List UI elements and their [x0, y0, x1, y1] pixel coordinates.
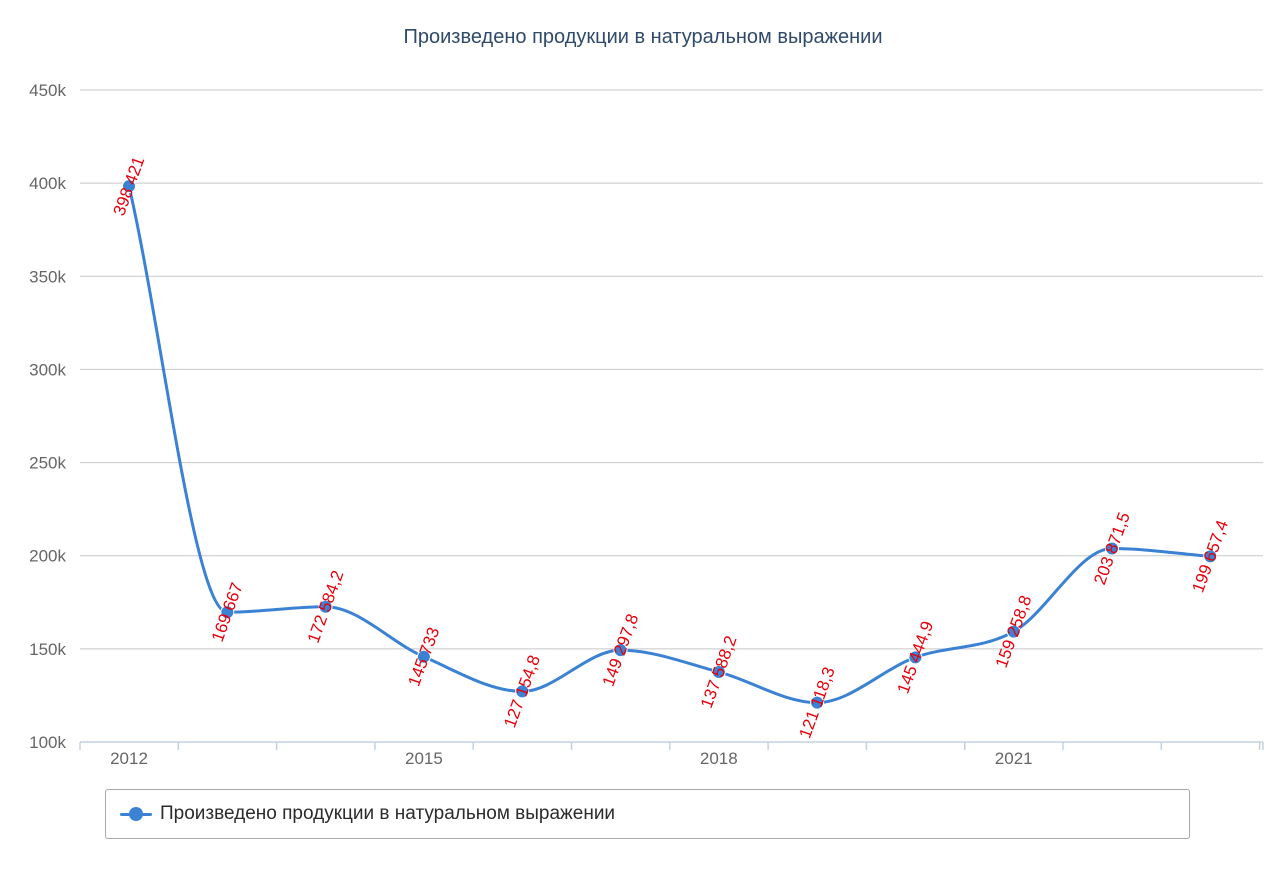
y-tick-label: 450k: [29, 81, 66, 100]
data-point[interactable]: [1006, 624, 1021, 639]
data-point[interactable]: [908, 650, 923, 665]
data-point[interactable]: [1203, 549, 1218, 564]
data-point[interactable]: [810, 695, 825, 710]
data-point[interactable]: [318, 599, 333, 614]
data-label: 398 421: [110, 154, 149, 218]
y-tick-label: 300k: [29, 360, 66, 379]
y-axis: 100k 150k 200k 250k 300k 350k 400k 450k: [29, 81, 66, 752]
data-point[interactable]: [416, 649, 431, 664]
y-tick-label: 350k: [29, 267, 66, 286]
data-point[interactable]: [711, 664, 726, 679]
y-tick-label: 250k: [29, 454, 66, 473]
y-tick-label: 150k: [29, 640, 66, 659]
y-tick-label: 200k: [29, 547, 66, 566]
data-label: 145 444,9: [894, 619, 938, 697]
data-point[interactable]: [220, 605, 235, 620]
data-label: 145 733: [404, 625, 443, 689]
grid-lines: [80, 89, 1263, 650]
x-axis: 2012 2015 2018 2021: [79, 741, 1264, 768]
chart-title: Произведено продукции в натуральном выра…: [404, 26, 883, 48]
x-tick-label: 2012: [110, 749, 148, 768]
data-label: 159 258,8: [992, 593, 1036, 671]
legend-series-marker[interactable]: [120, 807, 152, 821]
legend: Произведено продукции в натуральном выра…: [105, 789, 1190, 839]
legend-series-label[interactable]: Произведено продукции в натуральном выра…: [160, 803, 616, 824]
series-group: [122, 179, 1218, 710]
data-point[interactable]: [613, 643, 628, 658]
series-line: [127, 185, 1211, 705]
data-point[interactable]: [1105, 541, 1119, 556]
x-tick-label: 2015: [405, 749, 443, 768]
x-tick-label: 2021: [995, 749, 1033, 768]
x-tick-label: 2018: [700, 749, 738, 768]
line-chart: Произведено продукции в натуральном выра…: [29, 26, 1264, 768]
y-tick-label: 400k: [29, 174, 66, 193]
data-label: 137 588,2: [697, 633, 741, 711]
y-tick-label: 100k: [29, 733, 66, 752]
data-point[interactable]: [515, 684, 530, 699]
data-point[interactable]: [122, 179, 136, 194]
